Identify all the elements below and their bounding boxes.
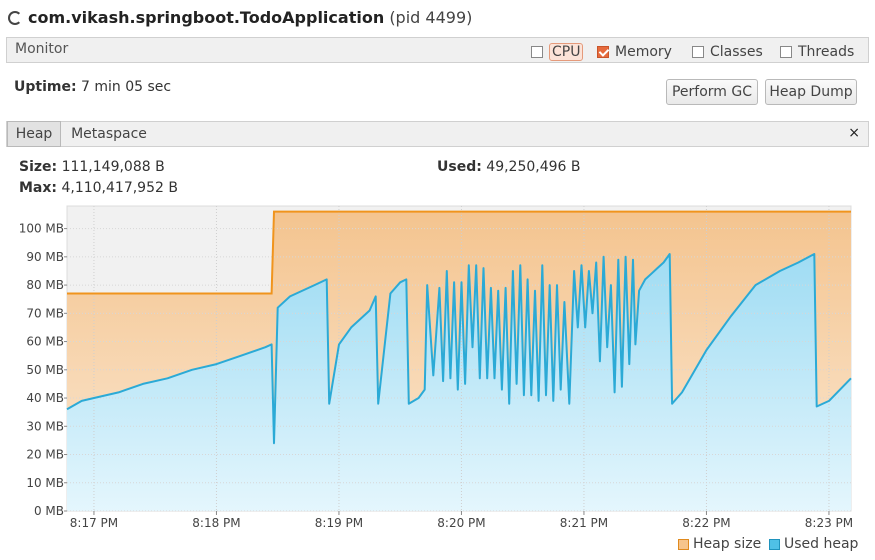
y-tick-label: 50 MB: [26, 363, 64, 377]
x-tick-label: 8:17 PM: [70, 516, 118, 530]
y-tick-label: 30 MB: [26, 419, 64, 433]
pid-label: (pid 4499): [389, 8, 473, 27]
tab-heap[interactable]: Heap: [7, 121, 61, 147]
heap-size-line: [67, 210, 851, 295]
heap-chart: 0 MB 10 MB 20 MB 30 MB 40 MB 50 MB 60 MB 70 MB 8…: [19, 205, 853, 530]
monitor-label: Monitor: [15, 41, 69, 57]
y-tick-label: 90 MB: [26, 250, 64, 264]
uptime-value: 7 min 05 sec: [81, 79, 172, 95]
cpu-checkbox-box[interactable]: [531, 46, 543, 58]
y-tick-label: 0 MB: [34, 504, 64, 518]
heap-size-swatch: [678, 538, 689, 550]
size-label: Size:: [19, 159, 58, 175]
x-tick-label: 8:18 PM: [192, 516, 240, 530]
x-tick-label: 8:21 PM: [560, 516, 608, 530]
uptime: Uptime: 7 min 05 sec: [14, 79, 171, 95]
y-tick-label: 40 MB: [26, 391, 64, 405]
x-tick-label: 8:19 PM: [315, 516, 363, 530]
used-heap-line: [66, 253, 852, 445]
classes-checkbox-box[interactable]: [692, 46, 704, 58]
x-tick-label: 8:22 PM: [682, 516, 730, 530]
threads-checkbox-label: Threads: [798, 44, 855, 60]
threads-checkbox-box[interactable]: [780, 46, 792, 58]
y-tick-label: 20 MB: [26, 448, 64, 462]
x-tick-label: 8:23 PM: [805, 516, 853, 530]
size-stat: Size: 111,149,088 B: [19, 159, 165, 175]
tab-metaspace[interactable]: Metaspace: [71, 126, 147, 142]
loading-spinner-icon: [8, 11, 22, 25]
cpu-checkbox-label: CPU: [549, 43, 584, 61]
memory-checkbox-box[interactable]: [597, 46, 609, 58]
y-tick-label: 60 MB: [26, 335, 64, 349]
monitor-bar: Monitor CPU Memory Classes Threads: [6, 37, 869, 63]
legend-used-heap-label: Used heap: [784, 536, 859, 552]
y-tick-label: 100 MB: [19, 222, 64, 236]
window-title: com.vikash.springboot.TodoApplication (p…: [28, 8, 472, 27]
perform-gc-button[interactable]: Perform GC: [666, 79, 758, 105]
heap-dump-button[interactable]: Heap Dump: [765, 79, 857, 105]
x-tick-label: 8:20 PM: [437, 516, 485, 530]
legend-heap-size: Heap size: [678, 536, 761, 552]
size-value: 111,149,088 B: [61, 159, 165, 175]
legend-used-heap: Used heap: [769, 536, 858, 552]
app-name: com.vikash.springboot.TodoApplication: [28, 8, 385, 27]
memory-checkbox[interactable]: Memory: [597, 42, 672, 62]
used-label: Used:: [437, 159, 482, 175]
y-tick-label: 70 MB: [26, 306, 64, 320]
cpu-checkbox[interactable]: CPU: [531, 42, 584, 62]
max-stat: Max: 4,110,417,952 B: [19, 180, 178, 196]
close-icon[interactable]: ×: [848, 125, 860, 141]
threads-checkbox[interactable]: Threads: [780, 42, 854, 62]
used-value: 49,250,496 B: [486, 159, 581, 175]
classes-checkbox-label: Classes: [710, 44, 763, 60]
memory-checkbox-label: Memory: [615, 44, 672, 60]
used-heap-swatch: [769, 538, 780, 550]
max-value: 4,110,417,952 B: [61, 180, 178, 196]
classes-checkbox[interactable]: Classes: [692, 42, 763, 62]
tab-bar: Heap Metaspace ×: [6, 121, 869, 147]
used-stat: Used: 49,250,496 B: [437, 159, 581, 175]
y-tick-label: 80 MB: [26, 278, 64, 292]
y-tick-label: 10 MB: [26, 476, 64, 490]
max-label: Max:: [19, 180, 58, 196]
legend-heap-size-label: Heap size: [693, 536, 762, 552]
title-bar: com.vikash.springboot.TodoApplication (p…: [0, 0, 875, 36]
uptime-label: Uptime:: [14, 79, 77, 95]
